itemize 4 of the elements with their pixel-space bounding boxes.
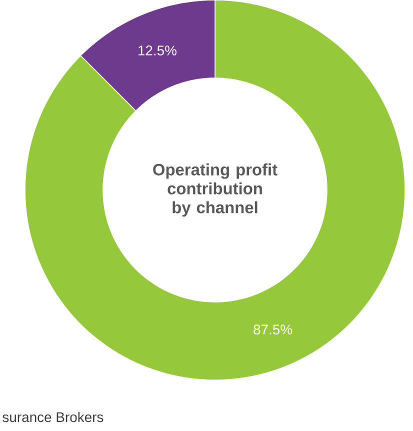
data-label: 87.5% bbox=[254, 324, 292, 334]
data-label: 12.5% bbox=[138, 46, 176, 56]
text: Operating profit contribution by channel bbox=[153, 163, 278, 217]
text: surance Brokers bbox=[2, 412, 104, 422]
